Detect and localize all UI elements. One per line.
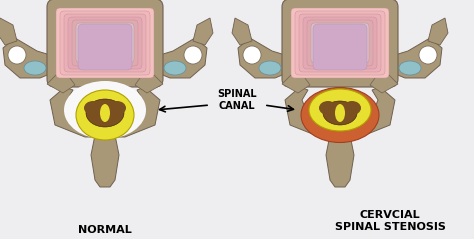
Text: SPINAL
CANAL: SPINAL CANAL (217, 89, 257, 111)
Polygon shape (285, 87, 332, 137)
FancyBboxPatch shape (307, 20, 373, 66)
Ellipse shape (164, 61, 186, 75)
Polygon shape (47, 64, 75, 93)
FancyBboxPatch shape (295, 11, 385, 75)
Polygon shape (113, 87, 160, 137)
Ellipse shape (319, 101, 337, 115)
Polygon shape (135, 64, 163, 93)
Polygon shape (428, 18, 448, 45)
Polygon shape (50, 87, 97, 137)
Text: NORMAL: NORMAL (78, 225, 132, 235)
Polygon shape (238, 38, 295, 78)
Ellipse shape (301, 87, 379, 142)
Ellipse shape (309, 89, 371, 131)
FancyBboxPatch shape (313, 24, 367, 70)
Ellipse shape (76, 90, 134, 140)
Ellipse shape (343, 101, 361, 115)
FancyBboxPatch shape (72, 20, 138, 66)
FancyBboxPatch shape (282, 0, 398, 87)
Ellipse shape (335, 104, 345, 122)
FancyBboxPatch shape (47, 0, 163, 87)
Circle shape (243, 46, 261, 64)
Polygon shape (3, 38, 60, 78)
Ellipse shape (100, 104, 110, 122)
FancyBboxPatch shape (64, 14, 146, 72)
Polygon shape (91, 135, 119, 187)
Polygon shape (150, 38, 207, 78)
FancyBboxPatch shape (311, 23, 369, 63)
Ellipse shape (259, 61, 281, 75)
Polygon shape (326, 135, 354, 187)
FancyBboxPatch shape (68, 17, 142, 69)
Polygon shape (282, 64, 310, 93)
FancyBboxPatch shape (76, 23, 134, 63)
Ellipse shape (86, 99, 124, 127)
Polygon shape (193, 18, 213, 45)
FancyBboxPatch shape (291, 8, 389, 78)
FancyBboxPatch shape (78, 24, 132, 70)
Polygon shape (232, 18, 252, 45)
Text: CERVCIAL
SPINAL STENOSIS: CERVCIAL SPINAL STENOSIS (335, 210, 446, 232)
FancyBboxPatch shape (303, 17, 377, 69)
Polygon shape (370, 64, 398, 93)
Polygon shape (348, 87, 395, 137)
Polygon shape (385, 38, 442, 78)
Ellipse shape (64, 81, 146, 139)
Ellipse shape (84, 101, 102, 115)
Ellipse shape (323, 101, 357, 125)
FancyBboxPatch shape (60, 11, 150, 75)
Ellipse shape (24, 61, 46, 75)
Ellipse shape (108, 101, 126, 115)
FancyBboxPatch shape (299, 14, 381, 72)
Circle shape (184, 46, 202, 64)
FancyBboxPatch shape (56, 8, 154, 78)
Circle shape (8, 46, 26, 64)
Circle shape (419, 46, 437, 64)
Ellipse shape (399, 61, 421, 75)
Polygon shape (0, 18, 17, 45)
